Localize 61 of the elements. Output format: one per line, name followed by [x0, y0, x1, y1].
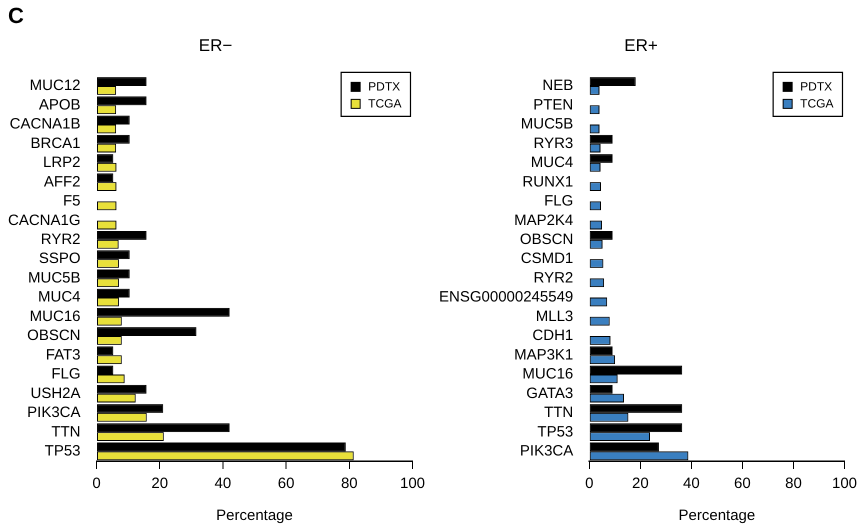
y-tick-label: MUC4	[38, 288, 81, 306]
y-tick-label: NEB	[542, 77, 574, 94]
x-tick-label: 40	[683, 475, 700, 492]
y-tick-label: FLG	[544, 192, 574, 210]
chart-title: ER+	[624, 36, 658, 55]
legend-label: PDTX	[368, 80, 400, 94]
legend-label: TCGA	[800, 96, 834, 111]
y-tick-label: MUC16	[522, 366, 574, 383]
x-tick-label: 100	[832, 475, 857, 492]
y-tick-label: RUNX1	[522, 173, 574, 190]
x-tick-label: 100	[400, 475, 425, 492]
x-tick-label: 60	[734, 475, 751, 492]
y-tick-label: CDH1	[532, 327, 574, 344]
y-tick-label: MUC5B	[28, 269, 81, 286]
y-tick-label: TTN	[51, 423, 81, 440]
x-tick-label: 40	[214, 475, 232, 492]
text: C	[8, 3, 24, 28]
y-tick-label: MUC12	[30, 77, 81, 94]
y-tick-label: SSPO	[38, 250, 81, 268]
y-tick-label: MAP2K4	[514, 212, 574, 229]
y-tick-label: FLG	[51, 366, 81, 383]
y-tick-label: MUC4	[530, 154, 574, 172]
y-tick-label: APOB	[38, 96, 81, 114]
y-tick-label: PIK3CA	[520, 442, 574, 460]
x-tick-label: 60	[278, 475, 294, 492]
x-tick-label: 80	[785, 475, 802, 492]
y-tick-label: OBSCN	[520, 230, 574, 248]
y-tick-label: CACNA1G	[8, 212, 81, 229]
y-tick-label: PTEN	[533, 96, 574, 114]
y-tick-label: MAP3K1	[514, 346, 574, 364]
y-tick-label: AFF2	[44, 173, 81, 190]
y-tick-label: USH2A	[30, 384, 81, 402]
y-tick-label: TP53	[537, 423, 574, 440]
y-tick-label: MUC16	[30, 308, 81, 325]
y-tick-label: MUC5B	[520, 116, 574, 133]
y-tick-label: BRCA1	[30, 134, 81, 152]
x-tick-label: 0	[585, 475, 594, 492]
y-tick-label: GATA3	[526, 384, 574, 402]
chart-title: ER−	[198, 36, 232, 55]
y-tick-label: MLL3	[536, 308, 574, 325]
y-tick-label: FAT3	[46, 346, 81, 364]
x-tick-label: 20	[632, 475, 649, 492]
y-tick-label: RYR2	[40, 230, 81, 248]
x-tick-label: 20	[151, 475, 168, 492]
y-tick-label: CACNA1B	[10, 116, 81, 133]
y-tick-label: PIK3CA	[27, 404, 81, 422]
y-tick-label: CSMD1	[520, 250, 574, 268]
legend-label: PDTX	[800, 80, 832, 94]
x-tick-label: 0	[92, 475, 101, 492]
y-tick-label: RYR2	[534, 269, 574, 286]
y-tick-label: TP53	[44, 442, 81, 460]
y-tick-label: TTN	[544, 404, 574, 422]
y-tick-label: F5	[63, 192, 81, 210]
y-tick-label: OBSCN	[27, 327, 81, 344]
y-tick-label: ENSG00000245549	[438, 288, 574, 306]
x-axis-title: Percentage	[678, 507, 756, 524]
legend-label: TCGA	[368, 96, 402, 111]
x-axis-title: Percentage	[216, 507, 293, 524]
y-tick-label: RYR3	[534, 134, 574, 152]
x-tick-label: 80	[340, 475, 358, 492]
y-tick-label: LRP2	[42, 154, 81, 172]
